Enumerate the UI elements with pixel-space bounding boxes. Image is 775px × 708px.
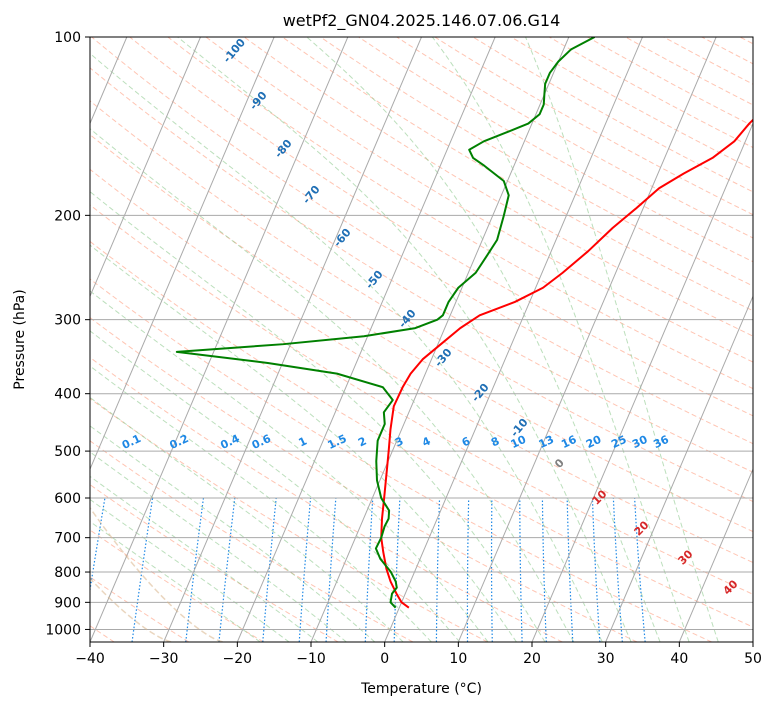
moist-adiabat-line (90, 290, 489, 642)
dewpoint-profile-line (175, 37, 596, 609)
moist-adiabat-line (90, 520, 261, 642)
y-tick-label: 200 (54, 208, 81, 224)
isotherm-line (457, 37, 717, 642)
y-tick-label: 800 (54, 565, 81, 581)
moist-adiabat-line (90, 425, 376, 642)
profile-lines (175, 37, 753, 609)
mixing-ratio-label: 36 (651, 433, 671, 451)
x-tick-label: 10 (449, 651, 467, 667)
y-tick-label: 1000 (45, 622, 81, 638)
isotherm-line (605, 295, 753, 642)
isotherm-line (90, 37, 275, 471)
isotherm-line (384, 37, 643, 642)
dry-adiabat-line (90, 397, 488, 642)
dry-adiabat-line (90, 204, 753, 595)
moist-adiabat-line (306, 37, 661, 642)
y-tick-label: 700 (54, 531, 81, 547)
dry-adiabat-line (90, 134, 753, 533)
isotherm-line (678, 467, 753, 642)
mixing-ratio-label: 10 (509, 433, 529, 451)
mixing-ratio-label: 20 (584, 433, 604, 451)
mixing-ratio-label: 25 (609, 433, 628, 451)
isotherm-line (90, 37, 349, 642)
dry-adiabat-line (90, 100, 753, 503)
y-axis-label: Pressure (hPa) (12, 289, 28, 389)
mixing-ratio-label: 16 (559, 433, 579, 451)
x-tick-label: −10 (296, 651, 326, 667)
x-tick-label: 20 (523, 651, 541, 667)
mixing-ratio-label: 13 (537, 433, 556, 451)
dry-adiabat-line (167, 37, 753, 390)
temperature-profile-line (380, 118, 753, 609)
y-tick-label: 300 (54, 313, 81, 329)
dry-adiabat-line (205, 37, 753, 363)
x-tick-label: 0 (380, 651, 389, 667)
x-tick-label: 40 (670, 651, 688, 667)
y-tick-label: 400 (54, 387, 81, 403)
isotherm-line (163, 37, 422, 642)
y-tick-label: 500 (54, 444, 81, 460)
plot-frame (89, 36, 754, 643)
moist-adiabat-line (90, 244, 517, 642)
reference-curve (90, 577, 172, 642)
moist-adiabat-line (90, 330, 461, 642)
axes: −40 −30 −20 −10 0 10 20 30 40 50 100 200 300 400 500 60… (45, 30, 762, 667)
dry-adiabat-line (243, 37, 753, 337)
mixing-ratio-label: 30 (630, 433, 650, 451)
x-axis-label: Temperature (°C) (360, 681, 482, 697)
chart-title: wetPf2_GN04.2025.146.07.06.G14 (283, 11, 561, 31)
x-tick-label: 30 (597, 651, 615, 667)
dry-adiabat-line (90, 356, 563, 642)
x-tick-label: −40 (75, 651, 105, 667)
isotherm-line (236, 37, 496, 642)
moist-adiabat-line (177, 37, 632, 642)
y-tick-label: 900 (54, 595, 81, 611)
moist-adiabat-line (431, 37, 690, 642)
x-tick-label: −30 (149, 651, 179, 667)
x-tick-label: 50 (744, 651, 762, 667)
dry-adiabat-line (281, 37, 753, 312)
isotherm-line (90, 37, 201, 298)
moist-adiabat-line (525, 37, 719, 642)
dry-adiabat-line (90, 240, 753, 628)
isotherm-line (531, 122, 753, 642)
y-tick-label: 100 (54, 30, 81, 46)
moist-adiabat-line (90, 128, 575, 642)
isotherm-line (310, 37, 570, 642)
dry-adiabat-line (90, 278, 712, 642)
dry-adiabat-line (90, 67, 753, 473)
x-tick-label: −20 (223, 651, 253, 667)
moist-adiabat-line (90, 191, 546, 642)
dry-adiabat-line (90, 529, 264, 642)
y-tick-label: 600 (54, 491, 81, 507)
moist-adiabat-line (90, 451, 347, 642)
moist-adiabat-line (90, 52, 603, 642)
background-lines (90, 37, 753, 642)
